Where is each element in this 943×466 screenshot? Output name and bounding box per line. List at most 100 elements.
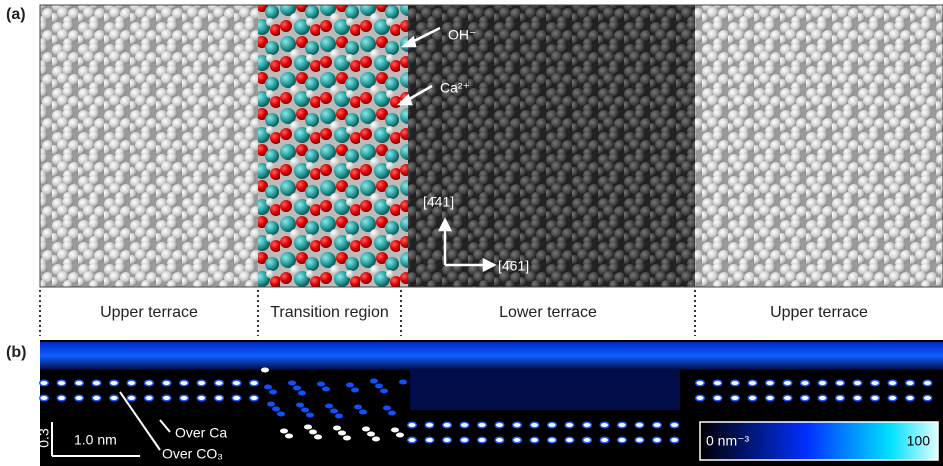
- density-peak: [749, 381, 756, 385]
- density-peak: [111, 396, 118, 400]
- density-peak: [216, 396, 223, 400]
- density-peak: [619, 423, 626, 427]
- density-peak: [601, 438, 608, 442]
- density-peak: [479, 438, 486, 442]
- density-peak: [388, 411, 396, 416]
- density-peak: [380, 389, 388, 394]
- density-peak: [767, 396, 774, 400]
- density-peak: [298, 391, 306, 396]
- density-peak: [802, 381, 809, 385]
- figure-art: OH⁻ Ca²⁺ [4̄41] [4̄61] 0.3 1.0 nm Over C…: [0, 0, 943, 466]
- density-peak: [111, 381, 118, 385]
- density-peak: [181, 396, 188, 400]
- density-peak: [296, 403, 304, 408]
- density-peak: [514, 438, 521, 442]
- density-peak: [636, 423, 643, 427]
- density-peak: [198, 381, 205, 385]
- density-peak: [889, 381, 896, 385]
- density-peak: [819, 381, 826, 385]
- density-peak: [837, 381, 844, 385]
- density-peak: [288, 381, 296, 386]
- density-peak: [479, 423, 486, 427]
- density-peak: [293, 386, 301, 391]
- density-peak: [58, 381, 65, 385]
- density-peak: [531, 438, 538, 442]
- density-peak: [261, 368, 269, 373]
- density-peak: [671, 438, 678, 442]
- density-peak: [163, 396, 170, 400]
- density-peak: [566, 438, 573, 442]
- density-peak: [264, 385, 272, 390]
- density-peak: [854, 381, 861, 385]
- colorbar-max: 100: [907, 433, 931, 449]
- density-peak: [277, 412, 285, 417]
- density-peak: [280, 429, 288, 434]
- density-peak: [784, 396, 791, 400]
- density-peak: [301, 408, 309, 413]
- density-peak: [549, 423, 556, 427]
- density-peak: [872, 396, 879, 400]
- density-peak: [654, 423, 661, 427]
- density-peak: [322, 387, 330, 392]
- density-peak: [732, 381, 739, 385]
- density-peak: [251, 381, 258, 385]
- density-peak: [362, 427, 370, 432]
- density-peak: [304, 425, 312, 430]
- density-peak: [269, 390, 277, 395]
- density-band: [410, 370, 680, 410]
- density-peak: [181, 381, 188, 385]
- scale-horizontal: 1.0 nm: [74, 432, 117, 448]
- density-peak: [697, 381, 704, 385]
- density-peak: [338, 431, 346, 436]
- density-peak: [216, 381, 223, 385]
- density-peak: [343, 436, 351, 441]
- density-peak: [309, 430, 317, 435]
- density-peak: [732, 396, 739, 400]
- density-peak: [330, 409, 338, 414]
- density-peak: [233, 381, 240, 385]
- density-peak: [426, 423, 433, 427]
- density-peak: [496, 423, 503, 427]
- density-peak: [76, 396, 83, 400]
- density-peak: [58, 396, 65, 400]
- density-peak: [314, 435, 322, 440]
- density-peak: [549, 438, 556, 442]
- density-peak: [601, 423, 608, 427]
- density-peak: [333, 426, 341, 431]
- colorbar-min: 0 nm⁻³: [706, 433, 750, 449]
- panel-label: (b): [6, 344, 26, 362]
- density-peak: [584, 423, 591, 427]
- panel-label: (a): [6, 6, 26, 24]
- density-peak: [907, 396, 914, 400]
- density-peak: [163, 381, 170, 385]
- density-peak: [93, 381, 100, 385]
- density-peak: [654, 438, 661, 442]
- density-peak: [566, 423, 573, 427]
- density-peak: [461, 423, 468, 427]
- density-peak: [351, 388, 359, 393]
- density-peak: [802, 396, 809, 400]
- oh-label: OH⁻: [448, 27, 476, 43]
- density-peak: [697, 396, 704, 400]
- density-peak: [444, 423, 451, 427]
- density-peak: [671, 423, 678, 427]
- density-peak: [461, 438, 468, 442]
- ca-label: Ca²⁺: [440, 80, 470, 96]
- density-peak: [714, 381, 721, 385]
- region-label: Upper terrace: [695, 290, 943, 336]
- density-peak: [819, 396, 826, 400]
- density-peak: [784, 381, 791, 385]
- density-peak: [346, 383, 354, 388]
- density-peak: [41, 381, 48, 385]
- density-peak: [714, 396, 721, 400]
- density-peak: [924, 396, 931, 400]
- region-label: Lower terrace: [401, 290, 695, 336]
- density-peak: [372, 437, 380, 442]
- transition-atoms: [258, 5, 408, 287]
- density-peak: [335, 414, 343, 419]
- density-peak: [399, 380, 407, 385]
- density-peak: [854, 396, 861, 400]
- region-label: Transition region: [268, 290, 391, 336]
- density-peak: [907, 381, 914, 385]
- density-peak: [325, 404, 333, 409]
